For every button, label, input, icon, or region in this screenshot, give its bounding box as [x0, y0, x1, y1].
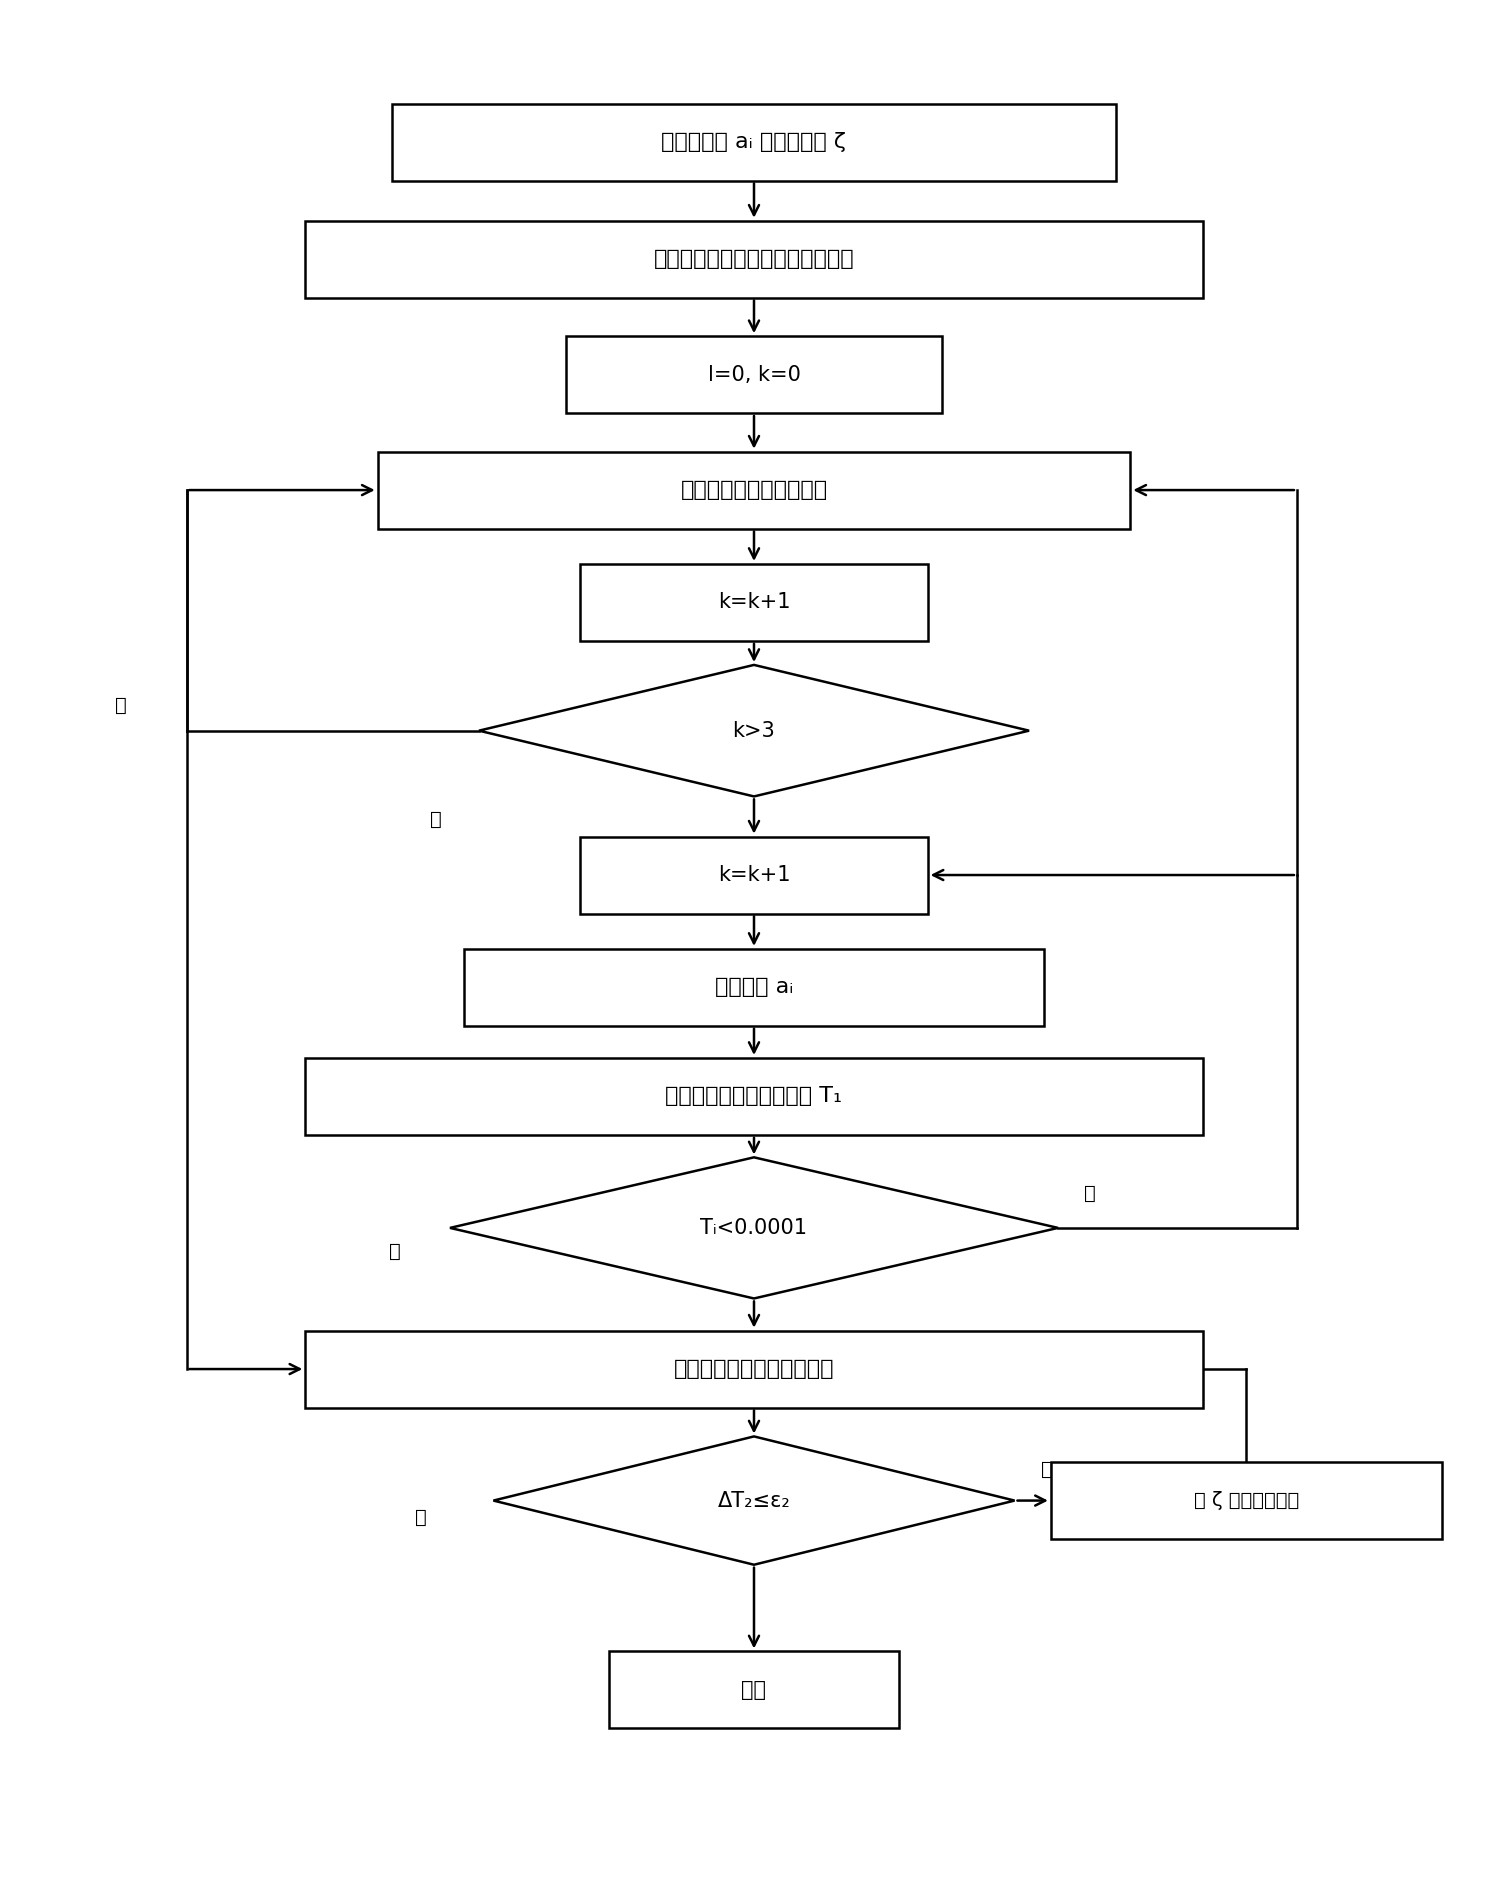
Text: 是: 是	[116, 697, 127, 716]
FancyBboxPatch shape	[377, 451, 1131, 529]
Polygon shape	[449, 1157, 1059, 1299]
FancyBboxPatch shape	[305, 1331, 1203, 1408]
Text: 否: 否	[430, 810, 442, 829]
Text: 重新计算氪原子目标函数 T₁: 重新计算氪原子目标函数 T₁	[665, 1086, 843, 1106]
Text: 对 ζ 进行混沌映射: 对 ζ 进行混沌映射	[1194, 1492, 1298, 1510]
Polygon shape	[480, 665, 1028, 797]
Text: 否: 否	[1041, 1459, 1053, 1478]
FancyBboxPatch shape	[581, 836, 927, 914]
FancyBboxPatch shape	[581, 565, 927, 640]
FancyBboxPatch shape	[305, 221, 1203, 298]
Text: 结束: 结束	[742, 1680, 766, 1699]
Text: ΔT₂≤ε₂: ΔT₂≤ε₂	[718, 1490, 790, 1510]
Text: 更新系数 aᵢ: 更新系数 aᵢ	[715, 978, 793, 997]
FancyBboxPatch shape	[392, 104, 1116, 181]
Text: 是: 是	[415, 1509, 427, 1527]
FancyBboxPatch shape	[1051, 1461, 1442, 1539]
Text: k>3: k>3	[733, 721, 775, 740]
Text: k=k+1: k=k+1	[718, 865, 790, 885]
FancyBboxPatch shape	[566, 336, 942, 413]
Text: k=k+1: k=k+1	[718, 593, 790, 612]
Text: 裂解再建模，求取收率误差: 裂解再建模，求取收率误差	[674, 1359, 834, 1378]
Text: Tᵢ<0.0001: Tᵢ<0.0001	[701, 1218, 807, 1239]
Text: 裂解建模，求取收率误差: 裂解建模，求取收率误差	[680, 480, 828, 500]
FancyBboxPatch shape	[305, 1057, 1203, 1135]
FancyBboxPatch shape	[609, 1652, 899, 1728]
Text: 是: 是	[389, 1242, 401, 1261]
Text: 否: 否	[1084, 1184, 1096, 1203]
Text: 初始化系数 aᵢ 与迭代步长 ζ: 初始化系数 aᵢ 与迭代步长 ζ	[662, 132, 846, 153]
Text: 输入模型相关参数，与收率实际値: 输入模型相关参数，与收率实际値	[653, 249, 855, 270]
Polygon shape	[493, 1437, 1015, 1565]
FancyBboxPatch shape	[464, 950, 1044, 1025]
Text: l=0, k=0: l=0, k=0	[707, 364, 801, 385]
